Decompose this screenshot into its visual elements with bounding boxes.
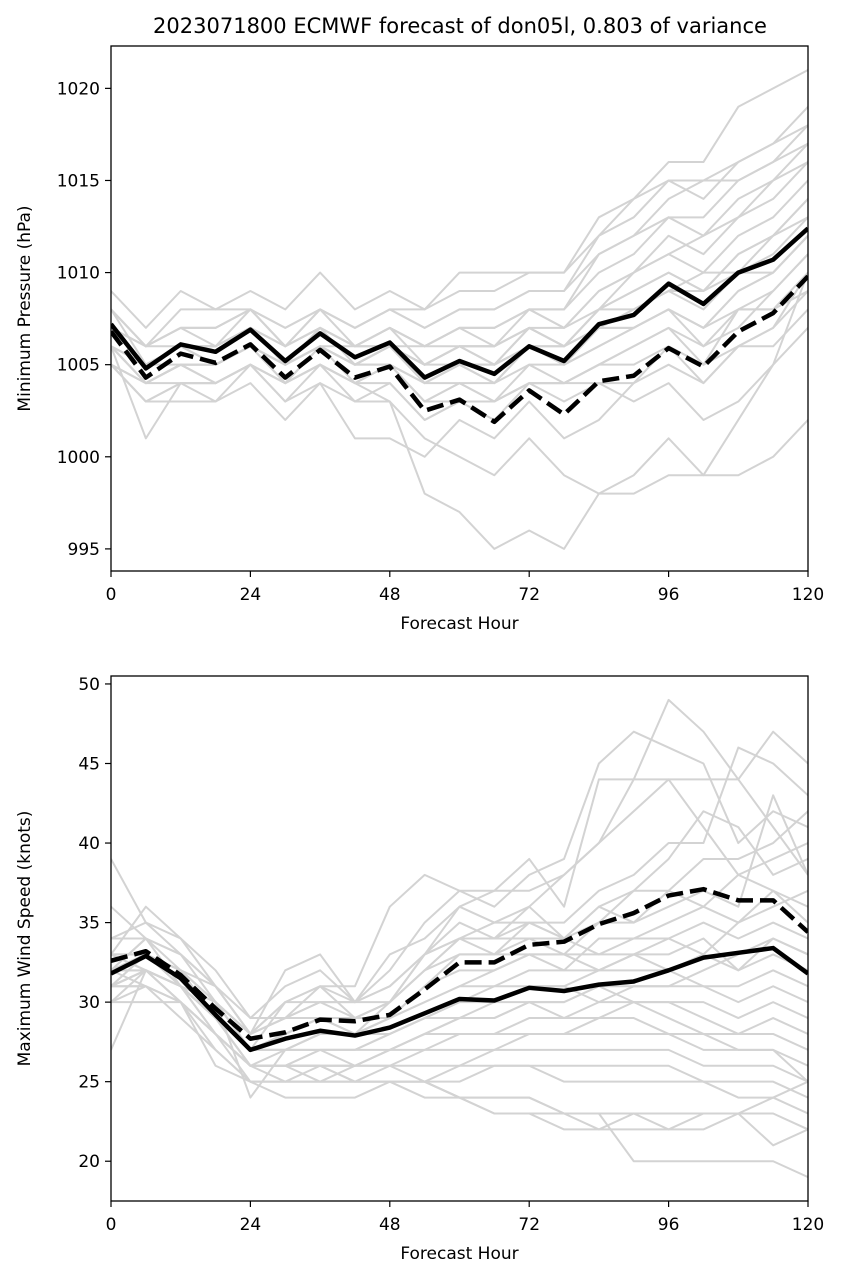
pressure-ensemble-member-line	[111, 106, 808, 348]
wind-x-tick-label: 48	[379, 1215, 401, 1235]
wind-ensemble-member-line	[111, 953, 808, 1131]
pressure-dashed-line	[111, 274, 808, 425]
wind-dashed-line	[111, 886, 808, 1041]
wind-ensemble-member-line	[111, 969, 808, 1147]
pressure-y-tick-label: 1020	[57, 79, 100, 99]
chart-title: 2023071800 ECMWF forecast of don05l, 0.8…	[153, 14, 767, 38]
wind-ensemble-member-line	[111, 778, 808, 1020]
pressure-panel: 0 24 48 72 96 120 995 1000 1005 1010 1015 1020 Forec…	[15, 45, 824, 634]
pressure-axes-frame	[110, 45, 809, 572]
wind-y-tick-label: 30	[78, 993, 100, 1013]
pressure-series-group	[111, 69, 808, 550]
pressure-ensemble-member-line	[111, 253, 808, 421]
pressure-y-tick-label: 1005	[57, 356, 100, 376]
pressure-ensemble-member-line	[111, 142, 808, 348]
pressure-y-tick-label: 995	[68, 540, 100, 560]
pressure-x-tick-label: 0	[106, 585, 117, 605]
wind-x-tick-label: 0	[106, 1215, 117, 1235]
wind-ensemble-member-line	[111, 842, 808, 1035]
wind-ensemble-member-line	[111, 937, 808, 1179]
pressure-x-tick-label: 24	[240, 585, 262, 605]
wind-x-tick-label: 96	[658, 1215, 680, 1235]
wind-solid-line	[111, 945, 808, 1053]
pressure-x-tick-label: 48	[379, 585, 401, 605]
pressure-ensemble-member-line	[111, 290, 808, 348]
wind-y-tick-label: 50	[78, 675, 100, 695]
wind-y-tick-label: 40	[78, 834, 100, 854]
wind-x-tick-label: 24	[240, 1215, 262, 1235]
pressure-ensemble-member-line	[111, 272, 808, 550]
pressure-ensemble-member-line	[111, 198, 808, 366]
wind-ensemble-member-line	[111, 810, 808, 1035]
pressure-ensemble-member-line	[111, 308, 808, 403]
wind-ensemble-member-line	[111, 969, 808, 1099]
pressure-ensemble-member-line	[111, 216, 808, 385]
wind-ensemble-member-line	[111, 730, 808, 1035]
pressure-x-tick-label: 96	[658, 585, 680, 605]
pressure-solid-line	[111, 226, 808, 380]
wind-ensemble-member-line	[111, 889, 808, 1051]
pressure-ensemble-member-line	[111, 142, 808, 348]
pressure-x-tick-label: 72	[518, 585, 540, 605]
pressure-ensemble-member-line	[111, 327, 808, 421]
pressure-ensemble-member-line	[111, 161, 808, 366]
pressure-y-axis-label: Minimum Pressure (hPa)	[15, 205, 35, 411]
pressure-ensemble-member-line	[111, 235, 808, 403]
wind-axes-frame	[110, 675, 809, 1202]
wind-x-tick-label: 72	[518, 1215, 540, 1235]
wind-y-axis-label: Maximum Wind Speed (knots)	[15, 811, 35, 1067]
wind-y-tick-label: 25	[78, 1073, 100, 1093]
wind-series-group	[111, 698, 808, 1179]
wind-x-axis-label: Forecast Hour	[400, 1244, 518, 1264]
pressure-x-tick-label: 120	[792, 585, 824, 605]
wind-ensemble-member-line	[111, 969, 808, 1115]
pressure-y-tick-label: 1010	[57, 264, 100, 284]
wind-y-tick-label: 45	[78, 755, 100, 775]
wind-y-tick-label: 35	[78, 914, 100, 934]
wind-ensemble-member-line	[111, 698, 808, 1099]
pressure-ensemble-member-line	[111, 272, 808, 458]
pressure-y-tick-label: 1015	[57, 171, 100, 191]
wind-panel: 0 24 48 72 96 120 20 25 30 35 40 45 50 Forecast Hour M…	[15, 675, 824, 1264]
pressure-y-tick-label: 1000	[57, 448, 100, 468]
pressure-x-axis-label: Forecast Hour	[400, 614, 518, 634]
pressure-ensemble-member-line	[111, 161, 808, 366]
wind-y-tick-label: 20	[78, 1152, 100, 1172]
wind-x-tick-label: 120	[792, 1215, 824, 1235]
pressure-ensemble-member-line	[111, 69, 808, 329]
